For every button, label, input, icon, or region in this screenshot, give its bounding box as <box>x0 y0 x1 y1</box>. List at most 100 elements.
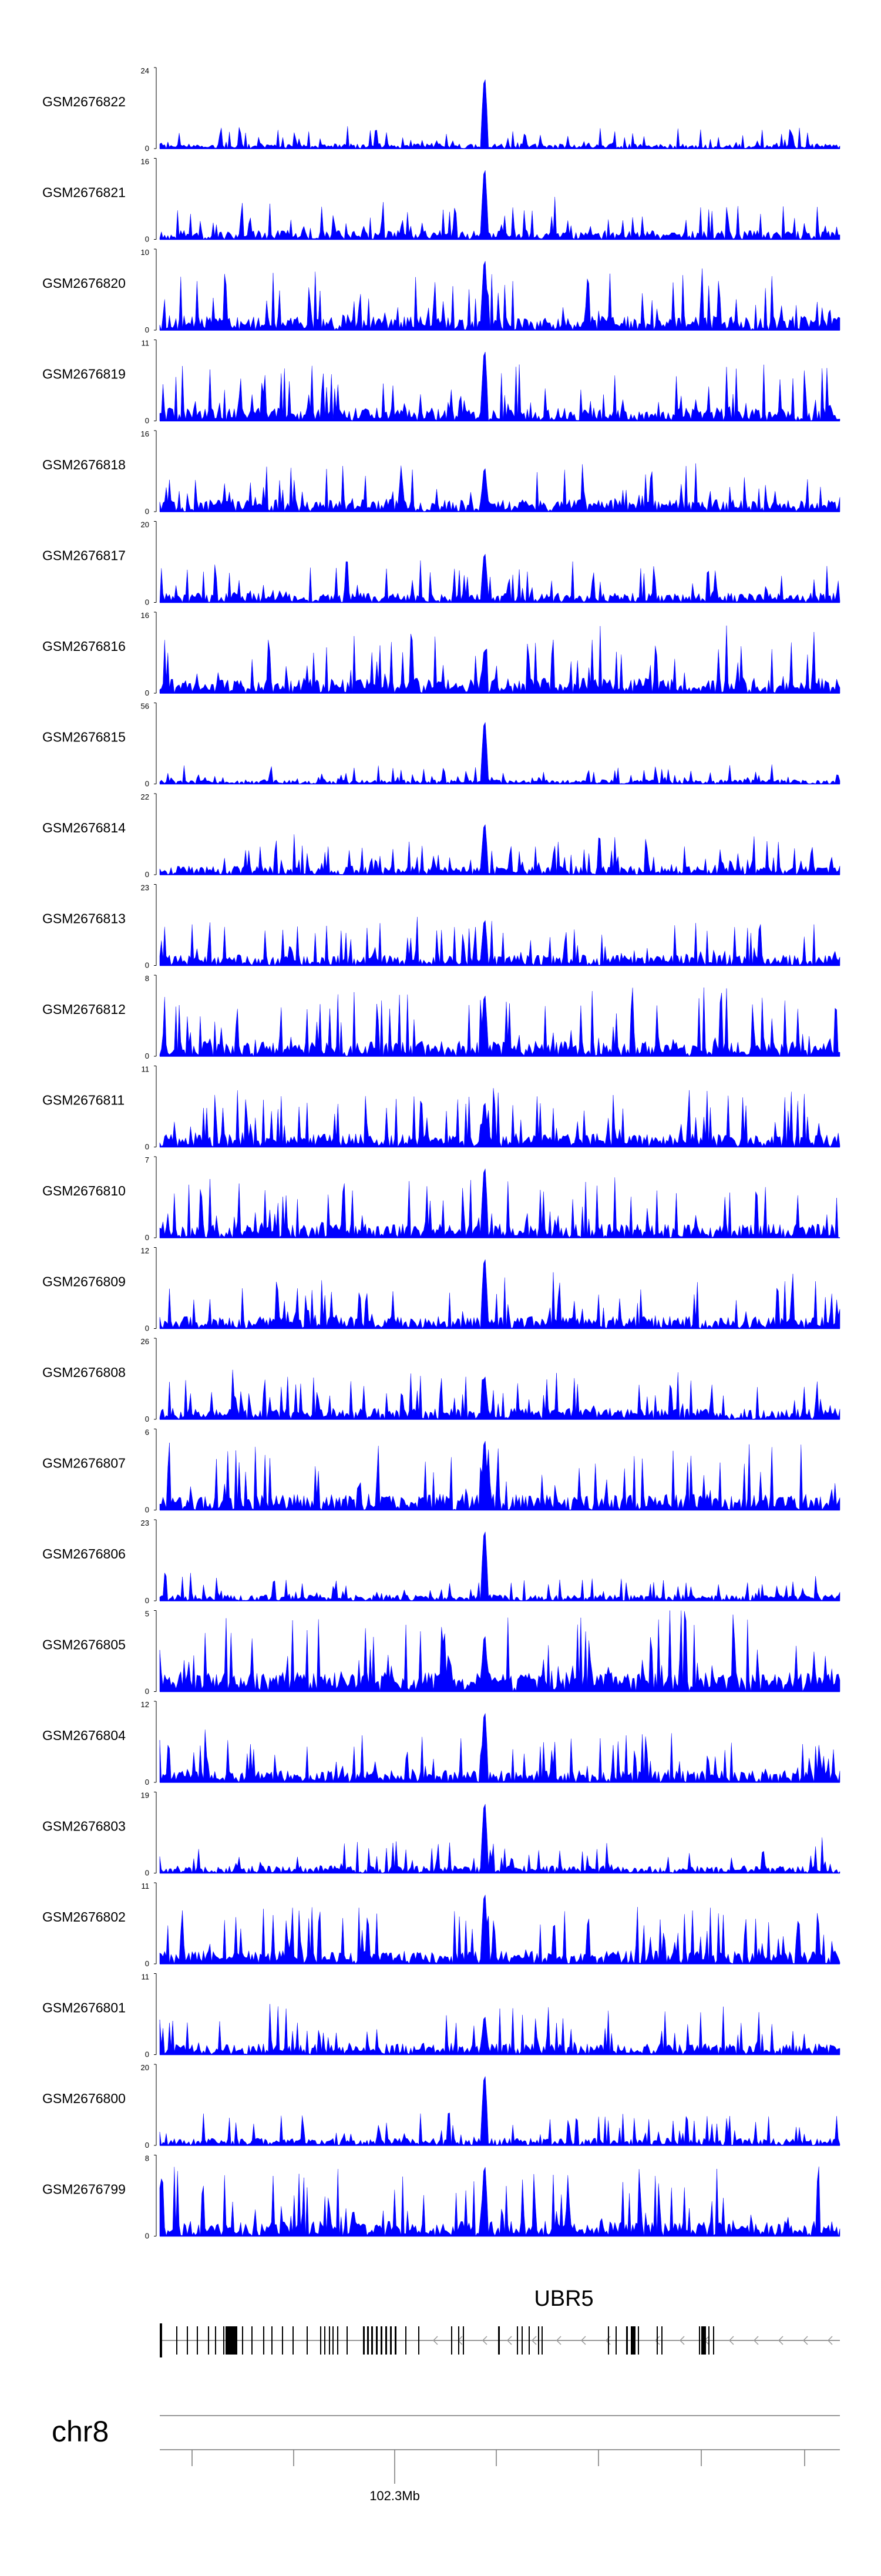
coverage-area <box>159 625 840 694</box>
coverage-area <box>159 824 840 875</box>
y-min-label: 0 <box>145 1233 149 1242</box>
coverage-area <box>159 553 840 603</box>
track: GSM2676819 11 0 <box>42 339 840 425</box>
exon <box>538 2326 539 2355</box>
exon <box>616 2326 617 2355</box>
exon <box>208 2326 209 2355</box>
exon <box>661 2326 663 2355</box>
y-max-label: 20 <box>141 520 149 529</box>
exon <box>657 2326 658 2355</box>
track: GSM2676810 7 0 <box>42 1156 840 1242</box>
y-max-label: 16 <box>141 157 149 166</box>
coverage-area <box>159 1895 840 1964</box>
exon <box>160 2323 162 2357</box>
exon <box>187 2326 188 2355</box>
exon <box>282 2326 283 2355</box>
coverage-area <box>159 916 840 966</box>
track: GSM2676808 26 0 <box>42 1337 840 1423</box>
y-min-label: 0 <box>145 1596 149 1605</box>
strand-arrow <box>778 2336 784 2345</box>
track-label: GSM2676812 <box>42 1002 126 1017</box>
track-label: GSM2676805 <box>42 1637 126 1653</box>
y-min-label: 0 <box>145 417 149 425</box>
exon <box>242 2326 243 2355</box>
track-label: GSM2676818 <box>42 457 126 472</box>
track: GSM2676801 11 0 <box>42 1973 840 2059</box>
y-max-label: 19 <box>141 1791 149 1800</box>
exon <box>263 2326 264 2355</box>
gene-label: UBR5 <box>534 2286 593 2311</box>
track: GSM2676821 16 0 <box>42 157 840 244</box>
track: GSM2676799 8 0 <box>42 2154 840 2241</box>
track-label: GSM2676810 <box>42 1183 126 1198</box>
strand-arrow <box>802 2336 808 2345</box>
y-max-label: 22 <box>141 792 149 801</box>
y-min-label: 0 <box>145 688 149 697</box>
track: GSM2676803 19 0 <box>42 1791 840 1878</box>
track: GSM2676802 11 0 <box>42 1882 840 1968</box>
exon <box>542 2326 543 2355</box>
exon <box>699 2326 700 2355</box>
exon <box>713 2326 714 2355</box>
y-max-label: 23 <box>141 1519 149 1527</box>
exon <box>324 2326 325 2355</box>
track-label: GSM2676817 <box>42 548 126 563</box>
y-min-label: 0 <box>145 1324 149 1333</box>
track-label: GSM2676820 <box>42 276 126 291</box>
track-label: GSM2676808 <box>42 1365 126 1380</box>
coverage-area <box>159 463 840 512</box>
coverage-area <box>159 1610 840 1692</box>
track: GSM2676814 22 0 <box>42 792 840 879</box>
track: GSM2676805 5 0 <box>42 1610 840 1696</box>
exon <box>418 2326 419 2355</box>
exon <box>708 2326 709 2355</box>
y-max-label: 16 <box>141 611 149 620</box>
exon <box>176 2326 177 2355</box>
y-max-label: 11 <box>142 339 150 348</box>
track: GSM2676822 24 0 <box>42 66 840 153</box>
y-min-label: 0 <box>145 2141 149 2150</box>
coverage-area <box>159 1440 840 1510</box>
exon <box>329 2326 330 2355</box>
y-min-label: 0 <box>145 1143 149 1151</box>
track-label: GSM2676802 <box>42 1909 126 1925</box>
track: GSM2676804 12 0 <box>42 1700 840 1786</box>
exon <box>347 2326 348 2355</box>
y-min-label: 0 <box>145 235 149 244</box>
y-max-label: 24 <box>141 66 149 75</box>
track: GSM2676800 20 0 <box>42 2063 840 2150</box>
exon <box>376 2326 378 2355</box>
y-max-label: 12 <box>141 1247 149 1255</box>
track-group: GSM2676822240GSM2676821160GSM2676820100G… <box>42 66 840 2241</box>
strand-arrow <box>482 2336 487 2345</box>
track: GSM2676817 20 0 <box>42 520 840 607</box>
y-min-label: 0 <box>145 598 149 607</box>
y-max-label: 11 <box>142 1973 150 1981</box>
y-min-label: 0 <box>145 1052 149 1060</box>
track: GSM2676818 16 0 <box>42 429 840 516</box>
exon <box>271 2326 273 2355</box>
strand-arrow <box>556 2336 561 2345</box>
strand-arrow <box>654 2336 660 2345</box>
y-min-label: 0 <box>145 325 149 334</box>
coverage-area <box>159 1803 840 1874</box>
exon <box>367 2326 369 2355</box>
y-min-label: 0 <box>145 1415 149 1423</box>
strand-arrow <box>827 2336 833 2345</box>
strand-arrow <box>531 2336 537 2345</box>
exon <box>385 2326 387 2355</box>
track: GSM2676811 11 0 <box>42 1065 840 1151</box>
y-max-label: 20 <box>141 2063 149 2072</box>
track: GSM2676820 10 0 <box>42 248 840 334</box>
y-min-label: 0 <box>145 507 149 516</box>
exon <box>197 2326 198 2355</box>
y-max-label: 7 <box>145 1156 149 1164</box>
coverage-area <box>159 2004 840 2055</box>
chromosome-label: chr8 <box>52 2415 109 2448</box>
coverage-area <box>159 351 840 421</box>
y-max-label: 11 <box>142 1882 150 1890</box>
coverage-area <box>159 261 840 331</box>
track-label: GSM2676799 <box>42 2182 126 2197</box>
